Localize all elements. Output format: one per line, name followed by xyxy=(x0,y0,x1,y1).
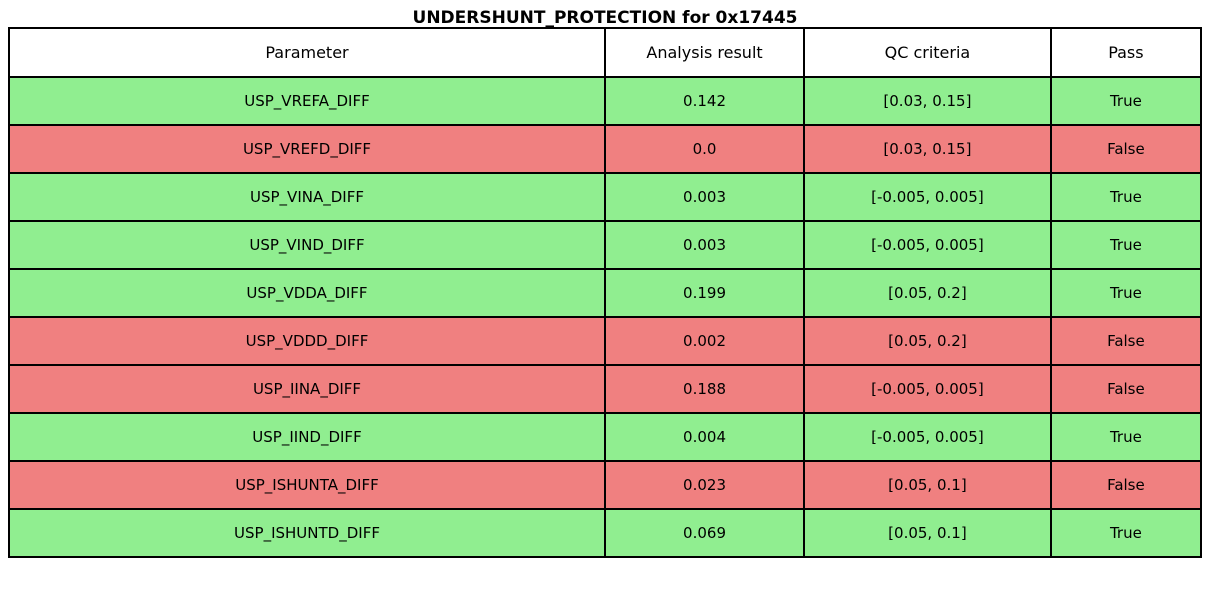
pass-cell: True xyxy=(1049,172,1203,222)
analysis-result-cell: 0.004 xyxy=(603,412,806,462)
pass-cell: False xyxy=(1049,316,1203,366)
qc-criteria-cell: [0.05, 0.2] xyxy=(803,268,1052,318)
table-header: Parameter Analysis result QC criteria Pa… xyxy=(8,27,1203,78)
table-row: USP_VIND_DIFF 0.003 [-0.005, 0.005] True xyxy=(8,220,1203,270)
analysis-result-cell: 0.002 xyxy=(603,316,806,366)
pass-cell: True xyxy=(1049,76,1203,126)
qc-criteria-cell: [0.03, 0.15] xyxy=(803,124,1052,174)
table-body: USP_VREFA_DIFF 0.142 [0.03, 0.15] True USP_V… xyxy=(8,76,1203,558)
table-row: USP_VDDA_DIFF 0.199 [0.05, 0.2] True xyxy=(8,268,1203,318)
parameter-cell: USP_IINA_DIFF xyxy=(8,364,606,414)
analysis-result-cell: 0.003 xyxy=(603,220,806,270)
pass-cell: True xyxy=(1049,220,1203,270)
qc-criteria-cell: [-0.005, 0.005] xyxy=(803,412,1052,462)
pass-cell: False xyxy=(1049,124,1203,174)
table-row: USP_VDDD_DIFF 0.002 [0.05, 0.2] False xyxy=(8,316,1203,366)
parameter-cell: USP_VIND_DIFF xyxy=(8,220,606,270)
parameter-cell: USP_VDDD_DIFF xyxy=(8,316,606,366)
qc-criteria-cell: [-0.005, 0.005] xyxy=(803,172,1052,222)
parameter-cell: USP_ISHUNTA_DIFF xyxy=(8,460,606,510)
parameter-cell: USP_VREFD_DIFF xyxy=(8,124,606,174)
analysis-result-cell: 0.199 xyxy=(603,268,806,318)
qc-criteria-cell: [0.05, 0.2] xyxy=(803,316,1052,366)
header-row: Parameter Analysis result QC criteria Pa… xyxy=(8,27,1203,78)
column-header-parameter: Parameter xyxy=(8,27,606,78)
qc-criteria-cell: [0.05, 0.1] xyxy=(803,508,1052,558)
parameter-cell: USP_VREFA_DIFF xyxy=(8,76,606,126)
pass-cell: True xyxy=(1049,268,1203,318)
pass-cell: False xyxy=(1049,460,1203,510)
parameter-cell: USP_ISHUNTD_DIFF xyxy=(8,508,606,558)
parameter-cell: USP_VDDA_DIFF xyxy=(8,268,606,318)
analysis-result-cell: 0.003 xyxy=(603,172,806,222)
table-row: USP_IIND_DIFF 0.004 [-0.005, 0.005] True xyxy=(8,412,1203,462)
table-row: USP_VREFA_DIFF 0.142 [0.03, 0.15] True xyxy=(8,76,1203,126)
table-row: USP_VINA_DIFF 0.003 [-0.005, 0.005] True xyxy=(8,172,1203,222)
page-title: UNDERSHUNT_PROTECTION for 0x17445 xyxy=(412,8,798,28)
parameter-cell: USP_VINA_DIFF xyxy=(8,172,606,222)
analysis-result-cell: 0.142 xyxy=(603,76,806,126)
column-header-pass: Pass xyxy=(1049,27,1203,78)
pass-cell: True xyxy=(1049,508,1203,558)
pass-cell: True xyxy=(1049,412,1203,462)
qc-criteria-cell: [-0.005, 0.005] xyxy=(803,364,1052,414)
analysis-result-cell: 0.0 xyxy=(603,124,806,174)
qc-criteria-cell: [0.05, 0.1] xyxy=(803,460,1052,510)
analysis-result-cell: 0.023 xyxy=(603,460,806,510)
table-row: USP_IINA_DIFF 0.188 [-0.005, 0.005] False xyxy=(8,364,1203,414)
analysis-result-cell: 0.069 xyxy=(603,508,806,558)
qc-table: Parameter Analysis result QC criteria Pa… xyxy=(8,27,1203,558)
column-header-analysis-result: Analysis result xyxy=(603,27,806,78)
parameter-cell: USP_IIND_DIFF xyxy=(8,412,606,462)
qc-criteria-cell: [-0.005, 0.005] xyxy=(803,220,1052,270)
pass-cell: False xyxy=(1049,364,1203,414)
column-header-qc-criteria: QC criteria xyxy=(803,27,1052,78)
table-row: USP_ISHUNTD_DIFF 0.069 [0.05, 0.1] True xyxy=(8,508,1203,558)
table-row: USP_ISHUNTA_DIFF 0.023 [0.05, 0.1] False xyxy=(8,460,1203,510)
table-row: USP_VREFD_DIFF 0.0 [0.03, 0.15] False xyxy=(8,124,1203,174)
qc-criteria-cell: [0.03, 0.15] xyxy=(803,76,1052,126)
analysis-result-cell: 0.188 xyxy=(603,364,806,414)
